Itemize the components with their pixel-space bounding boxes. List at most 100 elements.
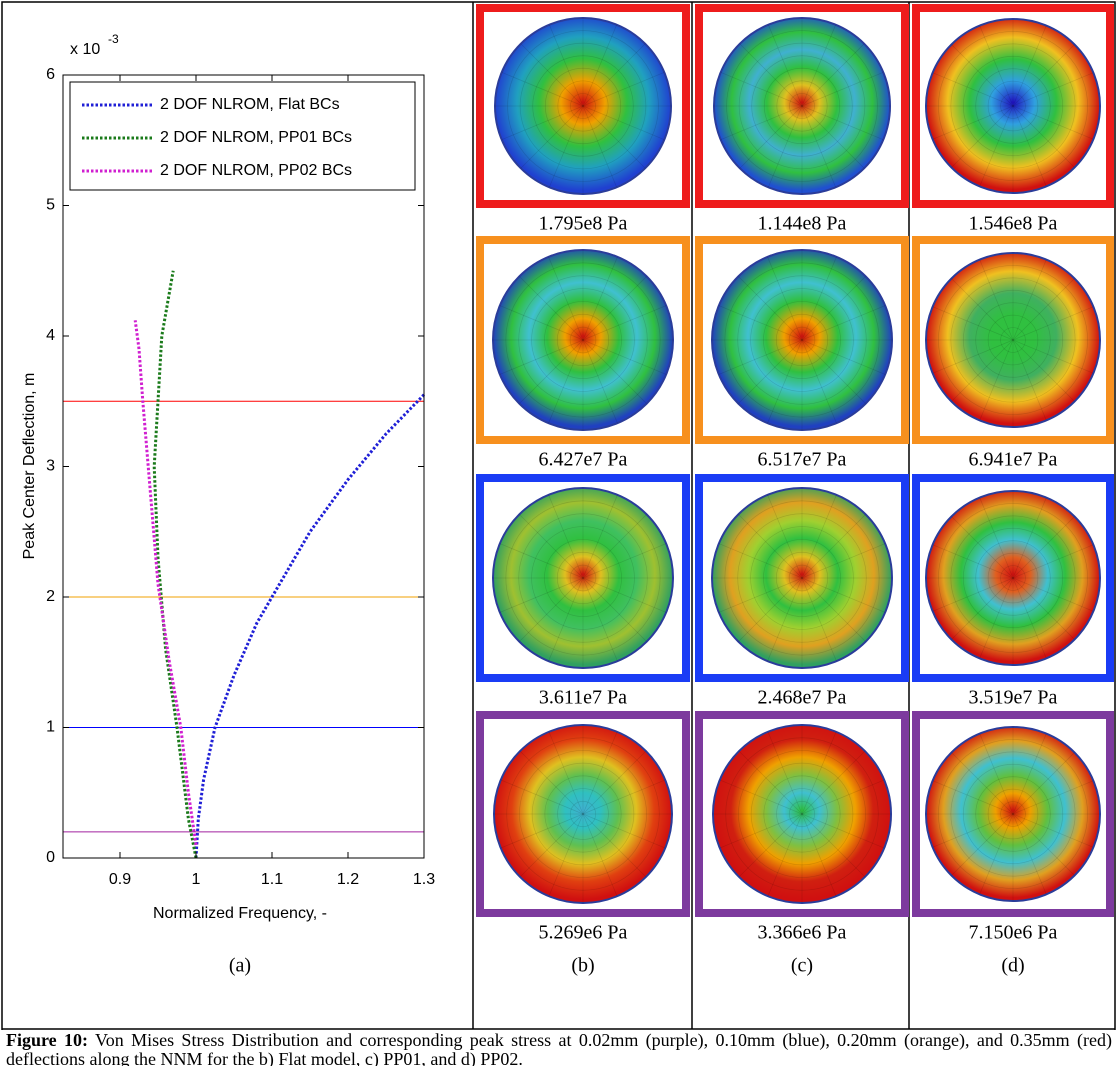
mesh-ring <box>751 55 853 157</box>
mesh-spoke <box>1012 306 1094 341</box>
plot-frame <box>62 74 425 859</box>
mesh-ring <box>962 289 1064 391</box>
mesh-ring <box>1000 801 1026 827</box>
mesh-spoke <box>582 543 667 579</box>
mesh-spoke <box>1012 780 1094 815</box>
mesh-ring <box>987 552 1039 604</box>
mesh-spoke <box>1012 577 1075 640</box>
mesh-ring <box>507 30 659 182</box>
mesh-spoke <box>801 813 866 878</box>
stress-disc <box>493 724 673 904</box>
mesh-spoke <box>951 813 1014 876</box>
mesh-spoke <box>718 543 803 579</box>
panel-label: (d) <box>1001 955 1024 977</box>
mesh-spoke <box>801 543 886 579</box>
mesh-ring <box>938 503 1088 653</box>
mesh-spoke <box>801 72 884 107</box>
mesh-spoke <box>719 813 803 849</box>
mesh-spoke <box>720 105 803 140</box>
mesh-spoke <box>549 24 584 107</box>
x-tick-label: 1.3 <box>413 871 435 888</box>
mesh-spoke <box>979 497 1014 579</box>
mesh-ring <box>569 326 597 354</box>
series-line <box>152 270 198 859</box>
mesh-ring <box>950 515 1076 641</box>
mesh-spoke <box>951 752 1014 815</box>
stress-disc <box>925 726 1101 902</box>
mesh-ring <box>519 42 647 170</box>
mesh-spoke <box>582 105 617 188</box>
mesh-ring <box>750 762 854 866</box>
mesh-ring <box>788 326 816 354</box>
mesh-spoke <box>979 813 1014 895</box>
mesh-spoke <box>582 779 666 815</box>
mesh-ring <box>789 93 815 119</box>
mesh-ring <box>724 262 880 418</box>
mesh-ring <box>987 80 1039 132</box>
mesh-ring <box>975 776 1051 852</box>
mesh-ring <box>776 80 828 132</box>
mesh-spoke <box>767 494 803 579</box>
peak-stress: 3.366e6 Pa <box>758 922 847 944</box>
mesh-ring <box>518 513 648 643</box>
mesh-spoke <box>768 105 803 188</box>
mesh-ring <box>975 302 1051 378</box>
mesh-spoke <box>801 24 836 107</box>
mesh-spoke <box>548 577 584 662</box>
mesh-spoke <box>582 577 647 642</box>
mesh-ring <box>557 80 609 132</box>
mesh-ring <box>519 750 647 878</box>
mesh-spoke <box>801 305 886 341</box>
mesh-ring <box>763 775 841 853</box>
mesh-spoke <box>1012 813 1047 895</box>
mesh-spoke <box>1012 516 1075 579</box>
mesh-spoke <box>801 813 885 849</box>
mesh-ring <box>556 313 610 367</box>
mesh-ring <box>788 564 816 592</box>
peak-stress: 5.269e6 Pa <box>539 922 628 944</box>
mesh-spoke <box>1012 105 1075 168</box>
mesh-spoke <box>767 813 803 897</box>
mesh-spoke <box>499 339 584 375</box>
mesh-ring <box>788 800 816 828</box>
mesh-ring <box>544 301 622 379</box>
y-tick-label: 1 <box>46 719 55 736</box>
peak-stress: 1.795e8 Pa <box>539 213 628 235</box>
mesh-ring <box>738 750 866 878</box>
mesh-ring <box>962 55 1064 157</box>
mesh-ring <box>570 93 596 119</box>
stress-disc <box>492 487 674 669</box>
mesh-spoke <box>519 339 584 404</box>
stress-disc <box>712 724 892 904</box>
mesh-ring <box>737 275 867 405</box>
y-tick-label: 0 <box>46 849 55 866</box>
mesh-ring <box>950 277 1076 403</box>
peak-stress: 2.468e7 Pa <box>758 687 847 709</box>
stress-disc <box>492 249 674 431</box>
mesh-ring <box>506 737 660 891</box>
mesh-spoke <box>500 779 584 815</box>
mesh-spoke <box>932 105 1014 140</box>
mesh-spoke <box>519 813 584 878</box>
mesh-spoke <box>549 105 584 188</box>
mesh-spoke <box>951 44 1014 107</box>
x-tick-label: 0.9 <box>109 871 131 888</box>
mesh-spoke <box>548 731 584 815</box>
mesh-ring <box>938 739 1088 889</box>
mesh-spoke <box>801 256 837 341</box>
mesh-ring <box>557 788 609 840</box>
y-tick-label: 5 <box>46 197 55 214</box>
peak-stress: 7.150e6 Pa <box>969 922 1058 944</box>
y-tick-label: 4 <box>46 327 55 344</box>
mesh-spoke <box>719 779 803 815</box>
mesh-spoke <box>801 339 866 404</box>
mesh-spoke <box>582 750 647 815</box>
mesh-spoke <box>582 339 667 375</box>
y-exponent-base: x 10 <box>70 41 100 58</box>
caption-label: Figure 10: <box>6 1030 89 1050</box>
mesh-spoke <box>767 577 803 662</box>
mesh-spoke <box>520 43 584 107</box>
stress-disc <box>925 490 1101 666</box>
mesh-spoke <box>801 105 836 188</box>
mesh-spoke <box>582 72 665 107</box>
